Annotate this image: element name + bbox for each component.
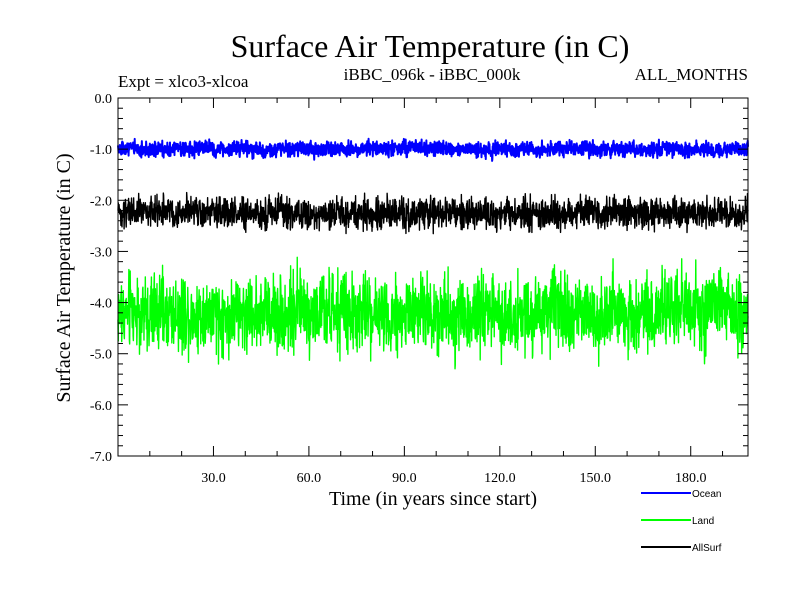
y-tick-label: -3.0 (90, 245, 112, 260)
y-tick-label: -2.0 (90, 194, 112, 209)
y-tick-label: -5.0 (90, 348, 112, 363)
x-axis-label: Time (in years since start) (329, 488, 537, 510)
x-tick-label: 150.0 (580, 471, 612, 486)
y-tick-label: 0.0 (95, 92, 113, 107)
legend: Ocean Land AllSurf (641, 489, 722, 554)
legend-label-ocean: Ocean (692, 489, 721, 500)
legend-label-land: Land (692, 516, 714, 527)
x-tick-label: 90.0 (392, 471, 417, 486)
y-axis-label: Surface Air Temperature (in C) (53, 153, 75, 402)
x-tick-label: 180.0 (675, 471, 707, 486)
experiment-label: Expt = xlco3-xlcoa (118, 72, 249, 91)
series-line-ocean (117, 137, 749, 162)
y-tick-label: -4.0 (90, 297, 112, 312)
plot-frame (117, 97, 749, 457)
x-tick-label: 120.0 (484, 471, 516, 486)
legend-label-allsurf: AllSurf (692, 543, 722, 554)
y-tick-label: -7.0 (90, 450, 112, 465)
months-label: ALL_MONTHS (635, 65, 748, 84)
chart-title: Surface Air Temperature (in C) (231, 28, 630, 64)
y-tick-label: -1.0 (90, 143, 112, 158)
series-line-land (117, 256, 749, 370)
comparison-label: iBBC_096k - iBBC_000k (344, 65, 521, 84)
series-line-allsurf (117, 191, 749, 235)
x-tick-label: 60.0 (297, 471, 322, 486)
x-tick-label: 30.0 (201, 471, 226, 486)
series-layer (117, 137, 749, 370)
ticks-layer: 30.0 60.0 90.0 120.0 150.0 180.0 0.0 -1.0 -2.0 -3… (90, 92, 748, 486)
y-tick-label: -6.0 (90, 399, 112, 414)
